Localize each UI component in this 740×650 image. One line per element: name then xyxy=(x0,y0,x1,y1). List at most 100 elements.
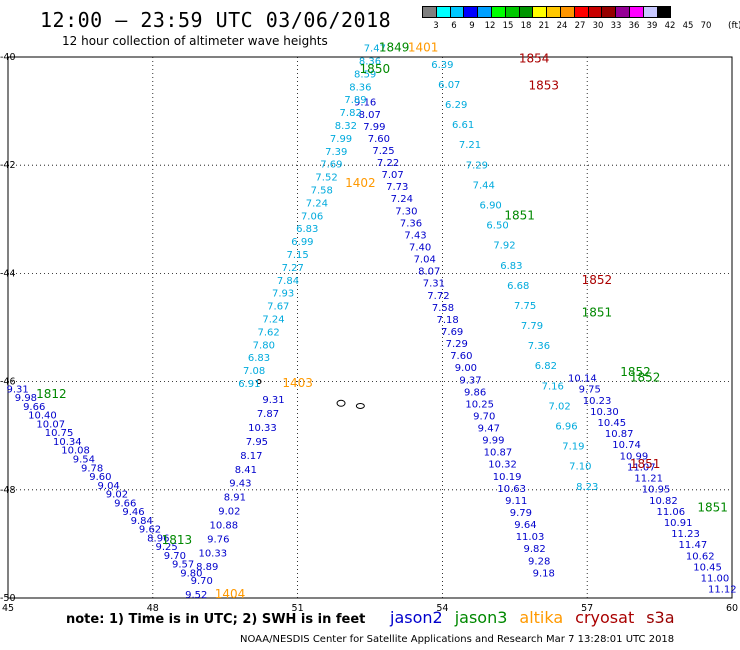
wave-height-value: 7.39 xyxy=(325,147,347,158)
pass-number-label: 1851 xyxy=(630,457,661,471)
wave-height-value: 8.36 xyxy=(349,82,371,93)
wave-height-value: 7.25 xyxy=(372,146,394,157)
wave-height-value: 7.89 xyxy=(344,95,366,106)
wave-height-value: 7.04 xyxy=(414,255,436,266)
wave-height-value: 8.59 xyxy=(354,69,376,80)
wave-height-value: 7.47 xyxy=(364,44,386,55)
wave-height-value: 11.07 xyxy=(627,462,656,473)
longitude-tick-label: 48 xyxy=(147,603,159,614)
colorbar-swatch xyxy=(656,6,672,18)
wave-height-value: 10.32 xyxy=(488,460,517,471)
wave-height-value: 9.04 xyxy=(98,481,120,492)
latitude-tick-label: -44 xyxy=(0,268,16,279)
wave-height-value: 10.87 xyxy=(605,429,634,440)
wave-height-value: 9.64 xyxy=(514,520,536,531)
wave-height-value: 6.07 xyxy=(438,80,460,91)
pass-number-label: 1403 xyxy=(282,376,313,390)
latitude-tick-label: -42 xyxy=(0,160,16,171)
wave-height-value: 6.99 xyxy=(291,237,313,248)
wave-height-value: 7.60 xyxy=(450,351,472,362)
wave-height-value: 7.36 xyxy=(528,341,550,352)
wave-height-value: 9.52 xyxy=(185,590,207,601)
wave-height-value: 10.45 xyxy=(598,418,627,429)
colorbar-label: 36 xyxy=(628,21,640,31)
colorbar-label: 33 xyxy=(610,21,622,31)
wave-height-value: 10.33 xyxy=(248,423,277,434)
wave-height-value: 8.96 xyxy=(147,533,169,544)
wave-height-value: 10.19 xyxy=(493,472,522,483)
wave-height-value: 7.82 xyxy=(340,108,362,119)
island-outline xyxy=(355,402,365,409)
wave-height-value: 6.68 xyxy=(507,281,529,292)
wave-height-value: 7.73 xyxy=(386,182,408,193)
map-frame xyxy=(7,56,733,599)
wave-height-value: 11.12 xyxy=(708,585,737,596)
wave-height-value: 8.07 xyxy=(359,110,381,121)
wave-height-value: 7.58 xyxy=(311,185,333,196)
satellite-legend: jason2 jason3 altika cryosat s3a xyxy=(390,608,687,627)
colorbar-label: 70 xyxy=(700,21,712,31)
wave-height-value: 6.83 xyxy=(248,353,270,364)
wave-height-value: 9.47 xyxy=(478,424,500,435)
footnote: note: 1) Time is in UTC; 2) SWH is in fe… xyxy=(66,612,366,627)
wave-height-value: 9.76 xyxy=(207,534,229,545)
pass-number-label: 1852 xyxy=(630,371,661,385)
pass-number-label: 1852 xyxy=(620,365,651,379)
wave-height-value: 7.08 xyxy=(243,366,265,377)
wave-height-value: 10.62 xyxy=(686,551,715,562)
colorbar-label: 3 xyxy=(433,21,439,31)
wave-height-value: 6.50 xyxy=(486,221,508,232)
wave-height-value: 9.98 xyxy=(15,393,37,404)
wave-height-value: 7.40 xyxy=(409,243,431,254)
wave-height-value: 9.28 xyxy=(528,556,550,567)
wave-height-value: 10.33 xyxy=(198,548,227,559)
pass-number-label: 1813 xyxy=(162,533,193,547)
wave-height-value: 10.40 xyxy=(28,411,57,422)
wave-height-value: 10.63 xyxy=(497,484,526,495)
wave-height-value: 10.25 xyxy=(465,399,494,410)
wave-height-value: 10.91 xyxy=(664,518,693,529)
longitude-tick-label: 51 xyxy=(292,603,304,614)
pass-number-label: 1401 xyxy=(408,41,439,55)
wave-height-value: 8.32 xyxy=(335,121,357,132)
wave-height-value: 7.29 xyxy=(446,339,468,350)
colorbar-label: 45 xyxy=(682,21,694,31)
wave-height-value: 6.82 xyxy=(535,361,557,372)
wave-height-value: 6.83 xyxy=(296,224,318,235)
wave-height-value: 9.70 xyxy=(164,551,186,562)
wave-height-value: 7.67 xyxy=(267,302,289,313)
page-title: 12:00 – 23:59 UTC 03/06/2018 xyxy=(40,8,392,32)
wave-height-value: 7.31 xyxy=(423,279,445,290)
wave-height-value: 11.21 xyxy=(634,474,663,485)
latitude-tick-label: -46 xyxy=(0,377,16,388)
wave-height-value: 11.06 xyxy=(656,507,685,518)
wave-height-value: 10.99 xyxy=(620,451,649,462)
colorbar-label: 24 xyxy=(556,21,568,31)
wave-height-value: 7.60 xyxy=(368,134,390,145)
colorbar-label: 18 xyxy=(520,21,532,31)
wave-height-value: 9.99 xyxy=(482,436,504,447)
wave-height-value: 7.22 xyxy=(377,158,399,169)
pass-number-label: 1853 xyxy=(528,78,559,92)
wave-height-value: 9.00 xyxy=(455,363,477,374)
wave-height-value: 7.62 xyxy=(258,327,280,338)
wave-height-value: 9.78 xyxy=(81,463,103,474)
legend-altika: altika xyxy=(519,608,564,627)
wave-height-value: 7.79 xyxy=(521,321,543,332)
wave-height-value: 7.30 xyxy=(395,206,417,217)
longitude-tick-label: 60 xyxy=(726,603,738,614)
colorbar-label: 9 xyxy=(469,21,475,31)
wave-height-value: 10.23 xyxy=(583,396,612,407)
wave-height-value: 7.18 xyxy=(436,315,458,326)
wave-height-value: 7.99 xyxy=(363,122,385,133)
wave-height-value: 10.88 xyxy=(210,520,239,531)
wave-height-value: 10.14 xyxy=(568,374,597,385)
colorbar-label: 6 xyxy=(451,21,457,31)
wave-height-value: 9.70 xyxy=(191,576,213,587)
wave-height-value: 10.74 xyxy=(612,440,641,451)
wave-height-value: 7.52 xyxy=(315,173,337,184)
wave-height-value: 9.16 xyxy=(354,98,376,109)
pass-number-label: 1852 xyxy=(582,273,613,287)
